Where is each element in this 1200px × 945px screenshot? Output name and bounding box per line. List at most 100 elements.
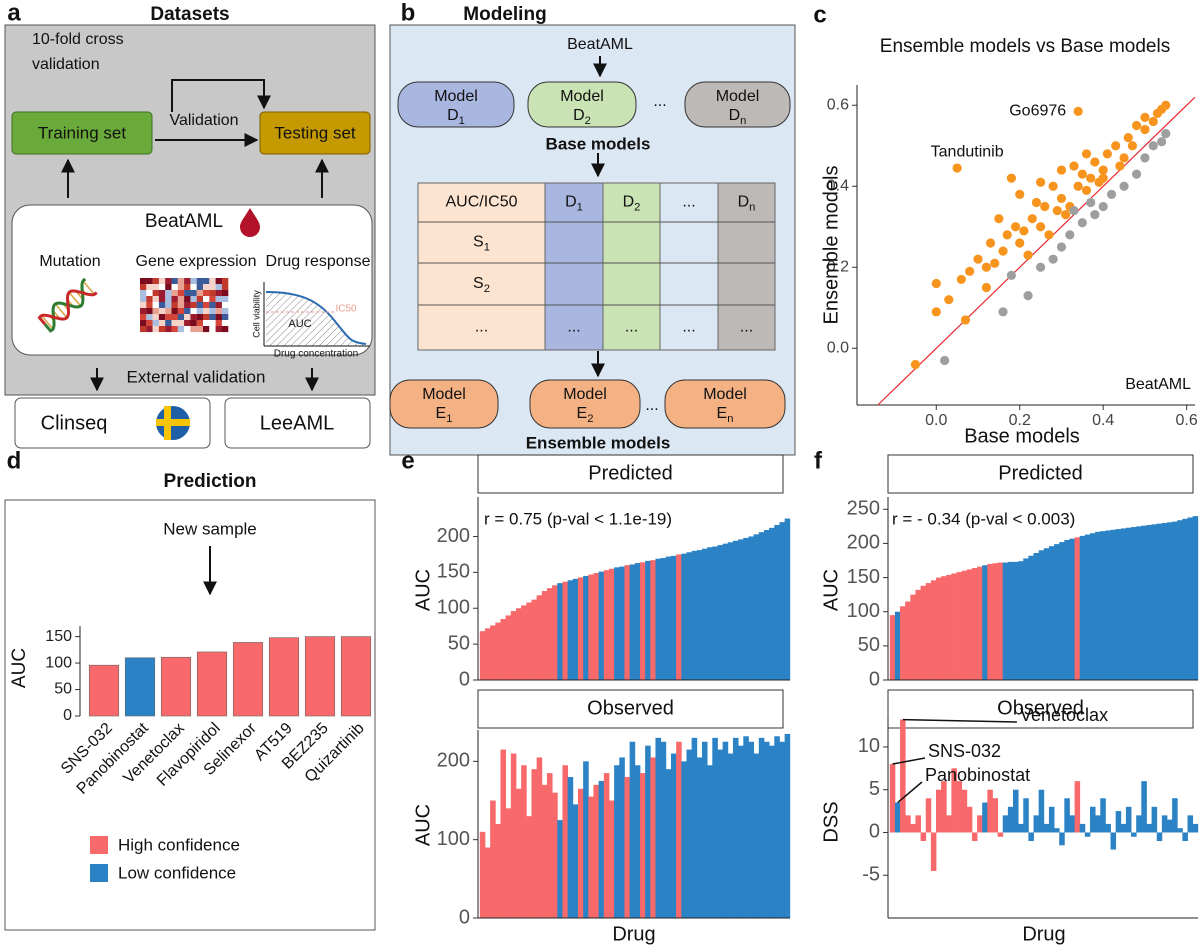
bar (900, 606, 906, 680)
heatmap-cell (190, 290, 197, 297)
data-type: Gene expression (136, 253, 257, 270)
bar (634, 563, 641, 680)
bar (526, 602, 532, 680)
model-symbol: E2 (577, 405, 594, 425)
heatmap-cell (177, 326, 185, 333)
bar (124, 657, 156, 717)
bar (577, 577, 584, 680)
heatmap-cell (165, 302, 172, 309)
heatmap-cell (203, 278, 210, 285)
point (944, 295, 954, 305)
caption: Ensemble models (526, 433, 671, 452)
bar (624, 777, 631, 918)
heatmap-cell (146, 278, 153, 285)
point (1161, 129, 1171, 139)
table-column-header-index: 1 (577, 202, 583, 214)
bar (1115, 529, 1122, 680)
heatmap-cell (196, 320, 204, 327)
bar (1182, 832, 1188, 842)
bar (753, 534, 760, 680)
bar (665, 556, 672, 680)
point (1056, 193, 1067, 204)
bar (1064, 798, 1070, 833)
bar (521, 605, 527, 680)
bar (655, 558, 662, 680)
bar (910, 594, 916, 680)
bar (1136, 815, 1142, 833)
point (1036, 222, 1046, 232)
point (1061, 210, 1071, 220)
point (1081, 149, 1092, 159)
bar (541, 591, 548, 680)
point (998, 307, 1008, 317)
heatmap-cell (184, 320, 191, 327)
bar (567, 580, 574, 680)
bar (951, 768, 957, 833)
heatmap-cell (140, 326, 147, 333)
bar (941, 781, 947, 833)
bar (593, 573, 600, 680)
heatmap-cell (209, 320, 216, 327)
bar (1156, 523, 1163, 680)
bar (1177, 828, 1183, 833)
bar (758, 737, 765, 918)
heatmap-cell (215, 320, 222, 327)
heatmap-cell (209, 302, 216, 309)
bar (982, 565, 988, 680)
bar-annotation: Panobinostat (925, 765, 1030, 785)
heatmap-cell (196, 284, 204, 291)
bar (1059, 832, 1065, 846)
bar (603, 570, 610, 680)
model-label: Model (563, 386, 607, 403)
table-column-header: D1 (565, 194, 583, 214)
bar (639, 773, 646, 918)
bar (936, 789, 942, 833)
heatmap-cell (221, 296, 229, 303)
heatmap-cell (140, 320, 147, 327)
bar (1110, 832, 1117, 850)
bar (956, 781, 963, 833)
bar (88, 664, 120, 717)
bar (784, 733, 791, 918)
bar (160, 656, 192, 717)
heatmap-cell (209, 314, 216, 321)
legend-label: High confidence (118, 835, 240, 854)
bar (763, 741, 770, 918)
y-tick-label: 0.4 (827, 177, 849, 194)
bar (500, 749, 507, 918)
bar (567, 777, 574, 918)
bar (889, 764, 896, 833)
point (1127, 141, 1138, 151)
bar (557, 820, 563, 918)
table-cell: ... (567, 319, 580, 336)
heatmap-cell (152, 302, 159, 309)
bar (748, 536, 755, 680)
bar (340, 636, 372, 717)
bar (1136, 526, 1142, 680)
bar (738, 745, 744, 918)
bar (769, 745, 775, 918)
point (1119, 153, 1129, 163)
point (1023, 291, 1033, 301)
bar (505, 615, 512, 680)
point (1090, 157, 1100, 167)
model-symbol-index: 2 (587, 413, 593, 425)
heatmap-cell (165, 314, 172, 321)
table-column-header-index: n (749, 202, 755, 214)
point (1111, 141, 1121, 151)
bar (603, 773, 610, 918)
bar (977, 566, 983, 680)
point-label: Go6976 (1009, 103, 1066, 120)
heatmap-cell (152, 314, 159, 321)
bar (479, 831, 486, 918)
chart-annotation: r = - 0.34 (p-val < 0.003) (892, 509, 1075, 528)
heatmap-cell (215, 308, 222, 315)
heatmap-cell (184, 284, 191, 291)
heatmap-cell (171, 326, 178, 333)
bar (608, 800, 615, 918)
bar (915, 815, 921, 833)
bar (732, 737, 739, 918)
bar (951, 573, 957, 680)
y-tick-label: 100 (437, 597, 470, 619)
